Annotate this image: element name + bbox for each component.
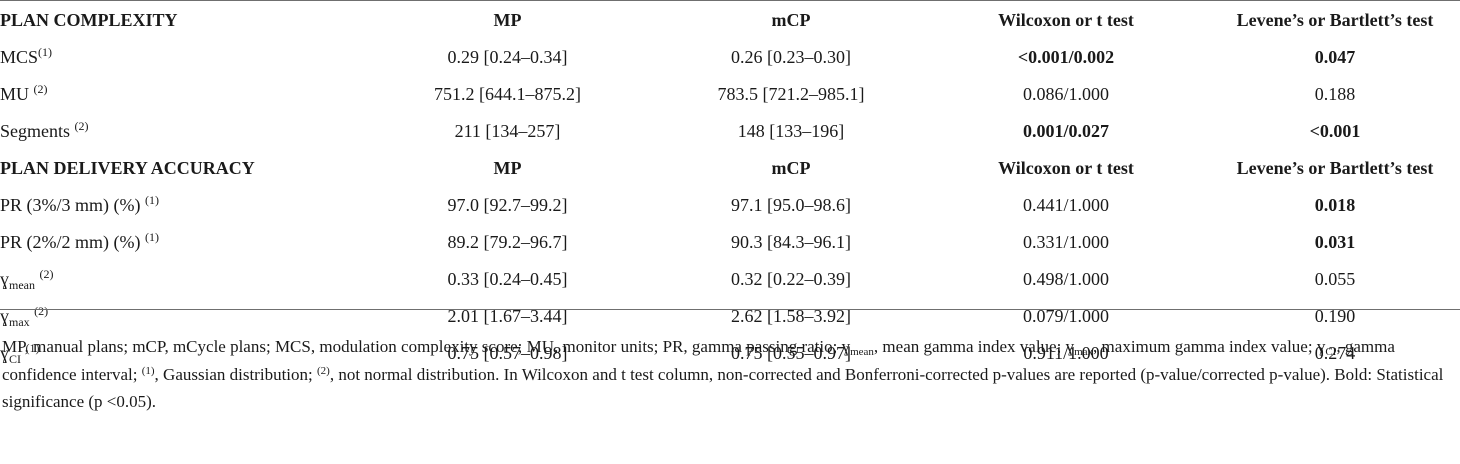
levene-value: 0.018 xyxy=(1314,194,1356,215)
levene-value: 0.047 xyxy=(1314,46,1356,67)
wilcoxon-value: 0.911/1.000 xyxy=(1023,342,1109,363)
section-header-plan-complexity: PLAN COMPLEXITY MP mCP Wilcoxon or t tes… xyxy=(0,1,1460,38)
levene-value: 0.188 xyxy=(1314,83,1356,104)
column-header-mcp: mCP xyxy=(771,9,811,30)
table-row-mcs: MCS(1) 0.29 [0.24–0.34] 0.26 [0.23–0.30]… xyxy=(0,38,1460,75)
table-row-pr-3-3: PR (3%/3 mm) (%) (1) 97.0 [92.7–99.2] 97… xyxy=(0,186,1460,223)
mcp-value: 0.26 [0.23–0.30] xyxy=(731,46,851,67)
mp-value: 89.2 [79.2–96.7] xyxy=(447,231,568,252)
mp-value: 0.29 [0.24–0.34] xyxy=(447,46,568,67)
column-header-mcp: mCP xyxy=(771,157,811,178)
mp-value: 97.0 [92.7–99.2] xyxy=(447,194,568,215)
levene-value: 0.031 xyxy=(1314,231,1356,252)
mcp-value: 0.75 [0.55–0.97] xyxy=(731,342,851,363)
wilcoxon-value: 0.498/1.000 xyxy=(1022,268,1109,289)
wilcoxon-value: 0.331/1.000 xyxy=(1022,231,1109,252)
column-header-wilcoxon: Wilcoxon or t test xyxy=(998,9,1134,30)
wilcoxon-value: 0.441/1.000 xyxy=(1022,194,1109,215)
section-header-plan-delivery-accuracy: PLAN DELIVERY ACCURACY MP mCP Wilcoxon o… xyxy=(0,149,1460,186)
mp-value: 0.75 [0.57–0.98] xyxy=(447,342,568,363)
row-label: PR (2%/2 mm) (%) (1) xyxy=(0,229,159,252)
row-label: ɣmax (2) xyxy=(0,303,49,329)
row-label: ɣCI (1) xyxy=(0,340,40,366)
row-label: MCS(1) xyxy=(0,44,53,67)
mp-value: 211 [134–257] xyxy=(454,120,561,141)
wilcoxon-value: 0.086/1.000 xyxy=(1022,83,1109,104)
row-label: PR (3%/3 mm) (%) (1) xyxy=(0,192,159,215)
mcp-value: 2.62 [1.58–3.92] xyxy=(731,305,851,326)
mcp-value: 97.1 [95.0–98.6] xyxy=(731,194,851,215)
row-label: Segments (2) xyxy=(0,118,89,141)
section-title: PLAN COMPLEXITY xyxy=(0,9,178,30)
mcp-value: 783.5 [721.2–985.1] xyxy=(717,83,865,104)
table-footnote: MP, manual plans; mCP, mCycle plans; MCS… xyxy=(2,337,1444,411)
table-row-segments: Segments (2) 211 [134–257] 148 [133–196]… xyxy=(0,112,1460,149)
mp-value: 0.33 [0.24–0.45] xyxy=(447,268,568,289)
wilcoxon-value: <0.001/0.002 xyxy=(1017,46,1115,67)
column-header-mp: MP xyxy=(493,157,522,178)
table-top-rule xyxy=(0,0,1460,1)
row-label: ɣmean (2) xyxy=(0,266,54,292)
mp-value: 2.01 [1.67–3.44] xyxy=(447,305,568,326)
table-row-gamma-ci: ɣCI (1) 0.75 [0.57–0.98] 0.75 [0.55–0.97… xyxy=(0,334,1460,371)
table-bottom-rule xyxy=(0,309,1460,310)
levene-value: 0.190 xyxy=(1314,305,1356,326)
mcp-value: 90.3 [84.3–96.1] xyxy=(731,231,851,252)
levene-value: <0.001 xyxy=(1309,120,1361,141)
table-row-mu: MU (2) 751.2 [644.1–875.2] 783.5 [721.2–… xyxy=(0,75,1460,112)
row-label: MU (2) xyxy=(0,81,48,104)
section-title: PLAN DELIVERY ACCURACY xyxy=(0,157,255,178)
table-row-gamma-mean: ɣmean (2) 0.33 [0.24–0.45] 0.32 [0.22–0.… xyxy=(0,260,1460,297)
column-header-wilcoxon: Wilcoxon or t test xyxy=(998,157,1134,178)
wilcoxon-value: 0.079/1.000 xyxy=(1022,305,1109,326)
results-table: PLAN COMPLEXITY MP mCP Wilcoxon or t tes… xyxy=(0,1,1460,371)
mcp-value: 0.32 [0.22–0.39] xyxy=(731,268,851,289)
column-header-mp: MP xyxy=(493,9,522,30)
column-header-levene: Levene’s or Bartlett’s test xyxy=(1236,157,1434,178)
table-row-pr-2-2: PR (2%/2 mm) (%) (1) 89.2 [79.2–96.7] 90… xyxy=(0,223,1460,260)
mcp-value: 148 [133–196] xyxy=(737,120,845,141)
table-row-gamma-max: ɣmax (2) 2.01 [1.67–3.44] 2.62 [1.58–3.9… xyxy=(0,297,1460,334)
wilcoxon-value: 0.001/0.027 xyxy=(1022,120,1109,141)
levene-value: 0.274 xyxy=(1314,342,1356,363)
mp-value: 751.2 [644.1–875.2] xyxy=(434,83,581,104)
column-header-levene: Levene’s or Bartlett’s test xyxy=(1236,9,1434,30)
levene-value: 0.055 xyxy=(1314,268,1356,289)
